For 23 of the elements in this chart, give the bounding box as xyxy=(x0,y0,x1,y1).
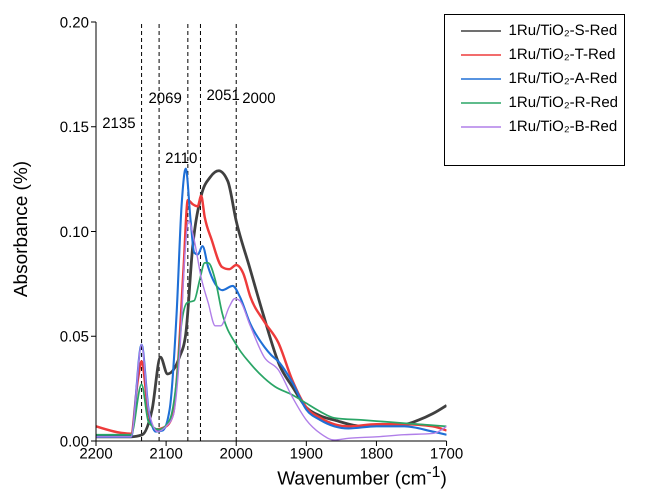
y-tick-label: 0.20 xyxy=(60,14,89,32)
ref-line-label: 2110 xyxy=(165,150,198,167)
ref-line-label: 2069 xyxy=(148,90,182,107)
ref-line-label: 2051 xyxy=(206,87,240,104)
y-tick-label: 0.05 xyxy=(60,328,89,346)
legend-label: 1Ru/TiO₂-S-Red xyxy=(508,21,618,41)
line-series xyxy=(96,262,447,436)
x-tick-label: 2200 xyxy=(79,446,113,463)
legend-label: 1Ru/TiO₂-R-Red xyxy=(508,93,618,113)
ref-line-label: 2135 xyxy=(102,115,136,132)
y-axis-title: Absorbance (%) xyxy=(11,160,33,300)
legend-label: 1Ru/TiO₂-T-Red xyxy=(508,45,616,65)
x-tick-label: 2100 xyxy=(149,446,183,463)
ref-line-label: 2000 xyxy=(242,90,276,107)
legend-label: 1Ru/TiO₂-B-Red xyxy=(508,117,618,137)
x-tick-label: 1800 xyxy=(360,446,394,463)
y-tick-label: 0.15 xyxy=(60,119,89,136)
x-tick-label: 1900 xyxy=(290,446,324,463)
x-tick-label: 2000 xyxy=(220,446,253,463)
legend-label: 1Ru/TiO₂-A-Red xyxy=(508,69,618,89)
x-axis-title: Wavenumber (cm$^{-1}$) xyxy=(276,464,448,490)
y-tick-label: 0.10 xyxy=(60,224,89,241)
x-tick-label: 1700 xyxy=(430,446,464,463)
